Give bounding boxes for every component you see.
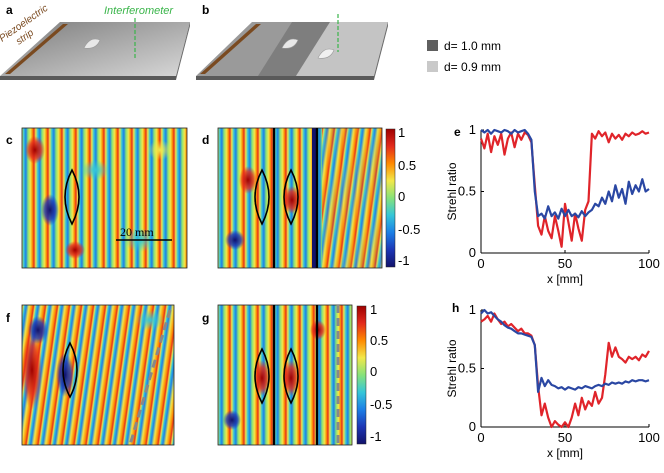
lens-outline-g1 — [254, 347, 270, 405]
lens-outline-c — [64, 168, 80, 226]
chart-h-x-label: x [mm] — [547, 446, 583, 460]
chart-h-ytick-label-2: 0 — [469, 419, 476, 434]
panel-label-f: f — [6, 311, 11, 325]
cbar-bot-tick-2: 0.5 — [370, 333, 388, 348]
plate-a — [0, 18, 190, 80]
chart-h-series-blue-line — [480, 308, 650, 393]
chart-h-xtick-label-2: 100 — [638, 430, 660, 445]
lens-outline-d2 — [283, 168, 299, 226]
chart-e-x-label: x [mm] — [547, 272, 583, 286]
cbar-top-tick-5: -1 — [398, 253, 410, 268]
chart-e-ytick-label-1: 0.5 — [458, 184, 476, 199]
chart-e-series-red-line — [479, 130, 650, 248]
chart-h-ytick-label-0: 1 — [469, 302, 476, 317]
chart-h: 0 50 100 1 0.5 0 x [mm] Strehl ratio — [445, 302, 660, 460]
panel-label-h: h — [452, 301, 459, 315]
chart-e-xtick-label-1: 50 — [558, 256, 572, 271]
chart-e-series-blue-line — [480, 128, 650, 220]
chart-e-ytick-label-0: 1 — [469, 122, 476, 137]
thickness-legend: d= 1.0 mm d= 0.9 mm — [427, 39, 501, 74]
lens-outline-f — [62, 341, 78, 399]
cbar-top-tick-2: 0.5 — [398, 158, 416, 173]
cbar-top-tick-1: 1 — [398, 125, 405, 140]
panel-label-c: c — [6, 133, 13, 147]
cbar-bot-tick-1: 1 — [370, 302, 377, 317]
legend-swatch-2 — [427, 61, 438, 72]
cbar-top-tick-4: -0.5 — [398, 222, 420, 237]
colorbar-bottom: 1 0.5 0 -0.5 -1 — [356, 302, 392, 445]
legend-label-1: d= 1.0 mm — [444, 39, 501, 53]
cbar-top-tick-3: 0 — [398, 189, 405, 204]
panel-label-b: b — [202, 3, 209, 17]
plate-b — [196, 14, 388, 80]
interferometer-label: Interferometer — [104, 5, 174, 17]
chart-e-xtick-label-2: 100 — [638, 256, 660, 271]
wavefield-c — [22, 128, 187, 268]
chart-h-xtick-label-1: 50 — [558, 430, 572, 445]
lens-shape-a — [83, 38, 101, 49]
panel-label-e: e — [454, 125, 461, 139]
colorbar-top: 1 0.5 0 -0.5 -1 — [385, 125, 420, 268]
cbar-bot-tick-5: -1 — [370, 429, 382, 444]
chart-h-y-label: Strehl ratio — [445, 339, 459, 397]
lens-outline-g2 — [283, 347, 299, 405]
chart-e-y-label: Strehl ratio — [445, 162, 459, 220]
chart-e-xtick-label-0: 0 — [477, 256, 484, 271]
chart-h-series-red-line — [480, 312, 650, 429]
dashed-line-f — [128, 309, 172, 446]
chart-h-xtick-label-0: 0 — [477, 430, 484, 445]
panel-label-a: a — [6, 3, 13, 17]
cbar-bot-tick-3: 0 — [370, 364, 377, 379]
chart-e: 0 50 100 1 0.5 0 x [mm] Strehl ratio — [445, 122, 660, 286]
wavefield-f — [22, 305, 174, 445]
scale-bar-label: 20 mm — [120, 225, 154, 239]
panel-label-g: g — [202, 311, 209, 325]
legend-label-2: d= 0.9 mm — [444, 60, 501, 74]
piezo-strip-a — [5, 24, 68, 74]
lens-outline-d1 — [254, 168, 270, 226]
cbar-bot-tick-4: -0.5 — [370, 397, 392, 412]
chart-e-ytick-label-2: 0 — [469, 245, 476, 260]
chart-h-ytick-label-1: 0.5 — [458, 361, 476, 376]
panel-label-d: d — [202, 133, 209, 147]
legend-swatch-1 — [427, 40, 438, 51]
wavefield-g — [218, 305, 352, 445]
wavefield-d — [218, 128, 382, 268]
